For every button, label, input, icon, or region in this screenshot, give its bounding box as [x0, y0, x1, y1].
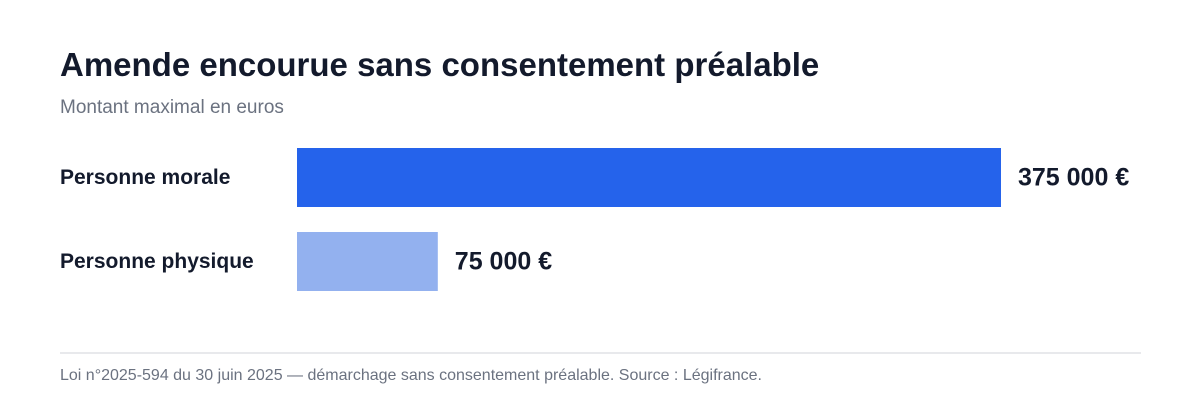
source-footnote: Loi n°2025-594 du 30 juin 2025 — démarch…: [60, 367, 762, 384]
value-label: 75 000 €: [455, 248, 552, 276]
chart-subtitle: Montant maximal en euros: [60, 97, 284, 118]
bar-chart: Personne morale 375 000 € Personne physiqu…: [60, 148, 1129, 291]
category-label: Personne morale: [60, 166, 230, 189]
chart-title: Amende encourue sans consentement préala…: [60, 46, 820, 83]
bar: [297, 148, 1001, 207]
bar: [297, 232, 438, 291]
footer-divider: [60, 352, 1141, 354]
category-label: Personne physique: [60, 250, 254, 273]
value-label: 375 000 €: [1018, 164, 1129, 192]
